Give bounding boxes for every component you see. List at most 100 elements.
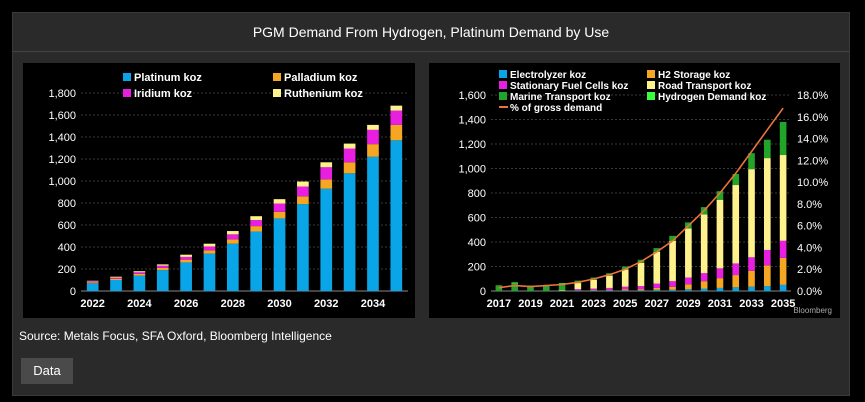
- bar-segment: [320, 179, 333, 189]
- bar-segment: [700, 273, 708, 282]
- bar-segment: [685, 277, 692, 285]
- y-tick-label: 400: [468, 237, 486, 249]
- legend-label: Stationary Fuel Cells koz: [510, 81, 628, 92]
- bar-segment: [621, 286, 629, 290]
- bar-segment: [133, 271, 146, 273]
- x-tick-label: 2029: [676, 298, 700, 310]
- x-tick-label: 2025: [613, 298, 637, 310]
- data-button[interactable]: Data: [21, 358, 73, 384]
- bar-segment: [637, 289, 645, 291]
- bar-segment: [732, 275, 740, 288]
- x-tick-label: 2031: [708, 298, 732, 310]
- x-tick-label: 2021: [550, 298, 574, 310]
- bar-segment: [590, 279, 597, 289]
- bar-segment: [653, 289, 661, 291]
- y-tick-label: 1,400: [458, 115, 486, 127]
- bar-segment: [716, 268, 724, 279]
- legend-label: % of gross demand: [510, 103, 602, 114]
- bar-segment: [764, 286, 771, 291]
- y-tick-label: 600: [58, 220, 76, 232]
- bar-segment: [653, 248, 661, 252]
- bar-segment: [180, 259, 192, 263]
- bar-segment: [685, 284, 692, 290]
- bar-segment: [732, 174, 740, 186]
- chart-window: PGM Demand From Hydrogen, Platinum Deman…: [12, 12, 850, 396]
- y2-tick-label: 16.0%: [797, 112, 828, 124]
- bar-segment: [669, 289, 676, 291]
- y2-tick-label: 6.0%: [797, 221, 822, 233]
- bar-segment: [527, 285, 534, 291]
- x-tick-label: 2027: [645, 298, 669, 310]
- x-tick-label: 2035: [771, 298, 795, 310]
- bar-segment: [133, 272, 146, 274]
- bar-segment: [390, 110, 403, 125]
- y-tick-label: 1,000: [48, 176, 76, 188]
- legend-swatch: [499, 92, 507, 100]
- bar-segment: [495, 286, 503, 291]
- bar-segment: [542, 284, 550, 291]
- bar-segment: [226, 243, 239, 291]
- bar-segment: [367, 144, 379, 157]
- bar-segment: [732, 185, 740, 264]
- bar-segment: [511, 283, 518, 291]
- bar-segment: [367, 124, 379, 130]
- bar-segment: [685, 289, 692, 291]
- bar-segment: [203, 253, 216, 291]
- bar-segment: [203, 246, 216, 251]
- bar-segment: [558, 290, 566, 291]
- bar-segment: [156, 270, 169, 291]
- bar-segment: [574, 290, 582, 291]
- bar-segment: [320, 188, 333, 291]
- bloomberg-watermark: Bloomberg: [793, 306, 832, 315]
- bar-segment: [748, 169, 755, 258]
- bar-segment: [606, 289, 613, 291]
- x-tick-label: 2026: [174, 298, 198, 310]
- bar-segment: [86, 281, 99, 283]
- x-tick-label: 2028: [221, 298, 245, 310]
- bar-segment: [250, 220, 263, 227]
- x-tick-label: 2023: [581, 298, 605, 310]
- bar-segment: [297, 196, 309, 205]
- page-title: PGM Demand From Hydrogen, Platinum Deman…: [252, 24, 610, 40]
- bar-segment: [273, 211, 286, 219]
- bar-segment: [180, 262, 192, 291]
- bar-segment: [574, 289, 582, 291]
- y-tick-label: 1,400: [48, 132, 76, 144]
- bar-segment: [685, 228, 692, 278]
- bar-segment: [511, 282, 518, 284]
- bar-segment: [343, 162, 356, 174]
- bar-segment: [653, 251, 661, 284]
- right-chart: 0 200 400 600 800 1,000 1,200 1,400 1,600 2017 201…: [458, 70, 832, 315]
- bar-segment: [180, 254, 192, 257]
- legend-swatch: [273, 73, 281, 81]
- bar-segment: [133, 275, 146, 291]
- legend-label: Marine Transport koz: [510, 92, 611, 103]
- y-tick-label: 1,200: [458, 139, 486, 151]
- bar-segment: [606, 287, 613, 290]
- bar-segment: [637, 290, 645, 291]
- legend-swatch: [647, 92, 655, 100]
- bar-segment: [110, 276, 122, 278]
- bar-segment: [606, 290, 613, 291]
- bar-segment: [653, 283, 661, 288]
- bar-segment: [700, 288, 708, 291]
- bar-segment: [273, 218, 286, 291]
- bar-segment: [621, 290, 629, 291]
- y2-tick-label: 18.0%: [797, 90, 828, 102]
- y-tick-label: 400: [58, 242, 76, 254]
- bar-segment: [320, 162, 333, 168]
- bar-segment: [390, 140, 403, 291]
- y2-tick-label: 0.0%: [797, 286, 822, 298]
- legend-label: Hydrogen Demand koz: [658, 92, 766, 103]
- bar-segment: [203, 250, 216, 254]
- y-tick-label: 0: [70, 286, 76, 298]
- bar-segment: [343, 173, 356, 291]
- legend-label: Iridium koz: [134, 88, 193, 100]
- x-tick-label: 2032: [314, 298, 338, 310]
- bar-segment: [716, 287, 724, 291]
- bar-segment: [226, 234, 239, 240]
- bar-segment: [590, 290, 597, 291]
- bar-segment: [621, 266, 629, 270]
- bar-segment: [732, 287, 740, 291]
- x-tick-label: 2017: [487, 298, 511, 310]
